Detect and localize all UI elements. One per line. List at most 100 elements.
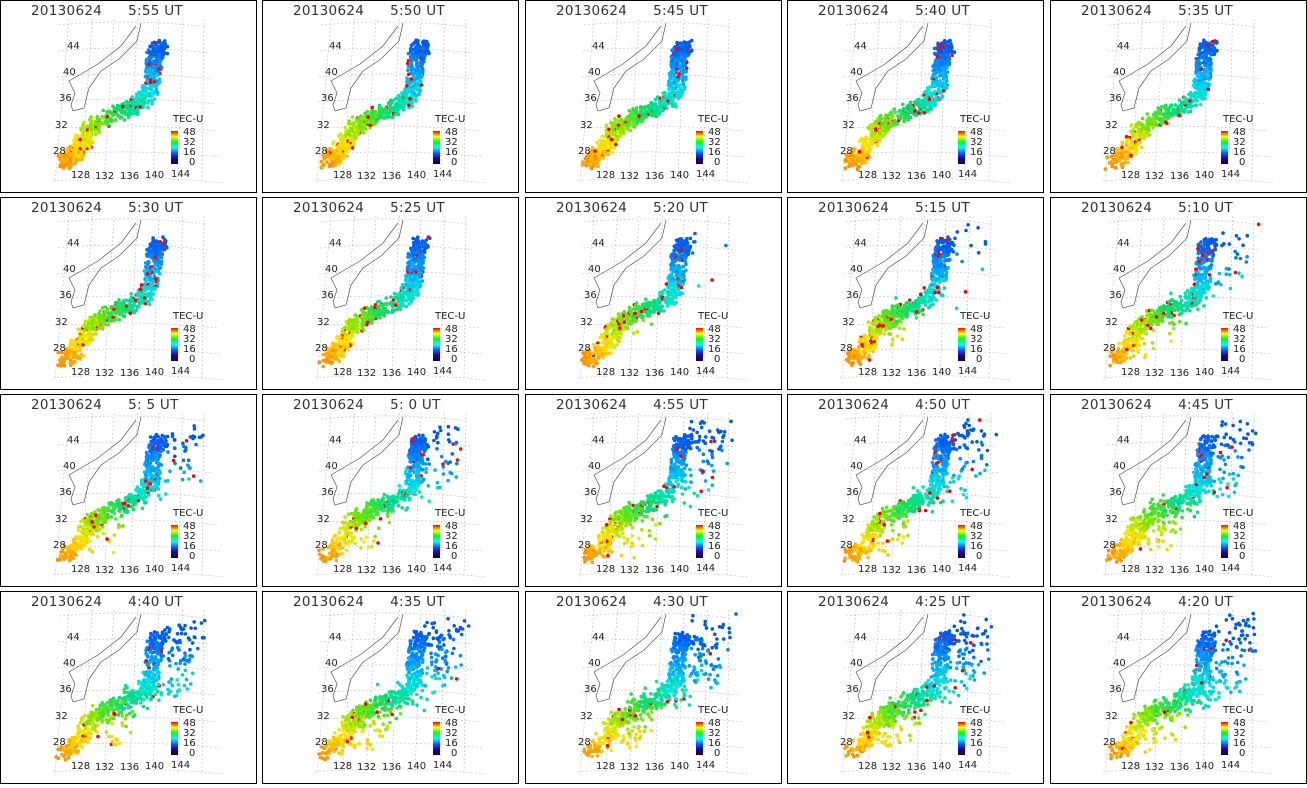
colorbar-tick: 0 bbox=[1239, 157, 1245, 168]
tec-dot bbox=[328, 147, 333, 151]
colorbar-tick: 0 bbox=[976, 157, 982, 168]
tec-dot bbox=[613, 121, 617, 125]
tec-dot bbox=[668, 77, 672, 81]
tec-dot bbox=[74, 152, 78, 157]
tec-dot bbox=[679, 55, 684, 59]
tec-dot bbox=[158, 251, 162, 255]
tec-dot bbox=[1154, 123, 1159, 127]
tec-dot bbox=[87, 130, 92, 134]
tec-dot bbox=[1125, 156, 1130, 160]
tec-dot bbox=[412, 257, 417, 262]
tec-dot bbox=[1156, 106, 1161, 110]
lon-label: 128 bbox=[596, 170, 615, 181]
tec-dot bbox=[867, 147, 872, 151]
tec-dot bbox=[146, 105, 150, 110]
colorbar-title: TEC-U bbox=[172, 114, 203, 125]
tec-dot bbox=[89, 136, 94, 141]
lon-label: 136 bbox=[120, 368, 139, 379]
tec-dot bbox=[944, 76, 948, 81]
tec-dot bbox=[128, 311, 133, 316]
tec-dot bbox=[97, 325, 102, 330]
tec-dot bbox=[942, 61, 946, 65]
tec-dot bbox=[616, 129, 620, 134]
tec-dot bbox=[362, 306, 367, 310]
tec-dot bbox=[681, 79, 685, 83]
tec-dot bbox=[58, 158, 62, 162]
tec-dot bbox=[80, 337, 84, 341]
tec-dot bbox=[137, 97, 142, 101]
tec-dot bbox=[419, 258, 424, 263]
lat-label: 44 bbox=[67, 41, 80, 52]
tec-dot bbox=[161, 235, 165, 239]
tec-dot bbox=[150, 71, 154, 75]
tec-dot bbox=[890, 122, 895, 127]
tec-dot bbox=[1176, 105, 1180, 109]
tec-dot bbox=[676, 75, 680, 79]
tec-dot bbox=[677, 72, 681, 76]
tec-dot bbox=[399, 286, 403, 290]
colorbar-tick: 32 bbox=[445, 137, 458, 148]
tec-dot bbox=[400, 91, 404, 95]
colorbar-tick: 48 bbox=[445, 324, 458, 335]
tec-dot bbox=[1119, 151, 1123, 156]
tec-dot bbox=[1115, 146, 1120, 151]
tec-dot bbox=[58, 152, 62, 156]
tec-dot bbox=[406, 276, 410, 280]
tec-dot bbox=[680, 47, 684, 52]
tec-dot bbox=[878, 128, 882, 132]
tec-dot bbox=[134, 95, 139, 99]
tec-dot bbox=[933, 99, 938, 104]
tec-dot bbox=[334, 163, 338, 167]
tec-dot bbox=[415, 53, 420, 58]
tec-dot bbox=[67, 166, 72, 171]
tec-dot bbox=[938, 90, 942, 95]
tec-dot bbox=[1195, 68, 1199, 72]
tec-dot bbox=[116, 301, 121, 305]
coastline bbox=[330, 219, 404, 309]
tec-dot bbox=[1207, 63, 1212, 67]
tec-dot bbox=[649, 322, 654, 327]
tec-dot bbox=[586, 154, 591, 158]
tec-dot bbox=[416, 70, 421, 74]
tec-dot bbox=[693, 231, 697, 236]
tec-dot bbox=[1103, 167, 1108, 171]
tec-dot bbox=[151, 245, 155, 249]
tec-dot bbox=[661, 91, 665, 95]
tec-dot bbox=[681, 82, 686, 86]
tec-dot bbox=[684, 262, 688, 267]
panel-time: 5:35 UT bbox=[1178, 3, 1233, 19]
tec-dot bbox=[362, 311, 367, 316]
tec-dot bbox=[109, 305, 114, 309]
tec-dot bbox=[387, 111, 392, 116]
tec-dot bbox=[1197, 87, 1201, 92]
tec-dot bbox=[409, 47, 413, 51]
tec-dot bbox=[373, 111, 378, 115]
tec-dot bbox=[419, 83, 424, 87]
tec-dot bbox=[1118, 159, 1122, 163]
tec-dot bbox=[945, 66, 949, 70]
tec-dot bbox=[330, 348, 335, 352]
tec-dot bbox=[63, 160, 67, 165]
tec-dot bbox=[843, 166, 848, 170]
tec-dot bbox=[595, 361, 599, 366]
tec-dot bbox=[83, 328, 87, 332]
tec-dot bbox=[72, 156, 77, 160]
tec-dot bbox=[148, 274, 152, 278]
coastline bbox=[593, 219, 667, 309]
tec-dots bbox=[580, 231, 728, 368]
tec-dot bbox=[342, 354, 346, 359]
tec-dot bbox=[406, 61, 410, 66]
tec-dot bbox=[679, 69, 683, 74]
tec-dot bbox=[101, 306, 105, 310]
colorbar bbox=[171, 328, 178, 361]
tec-dot bbox=[392, 291, 397, 296]
colorbar-title: TEC-U bbox=[1222, 114, 1253, 125]
tec-dot bbox=[355, 117, 360, 121]
tec-dot bbox=[1209, 48, 1213, 52]
tec-dot bbox=[154, 73, 159, 78]
tec-dot bbox=[665, 94, 670, 98]
tec-dot bbox=[668, 96, 672, 100]
tec-dot bbox=[62, 363, 67, 368]
